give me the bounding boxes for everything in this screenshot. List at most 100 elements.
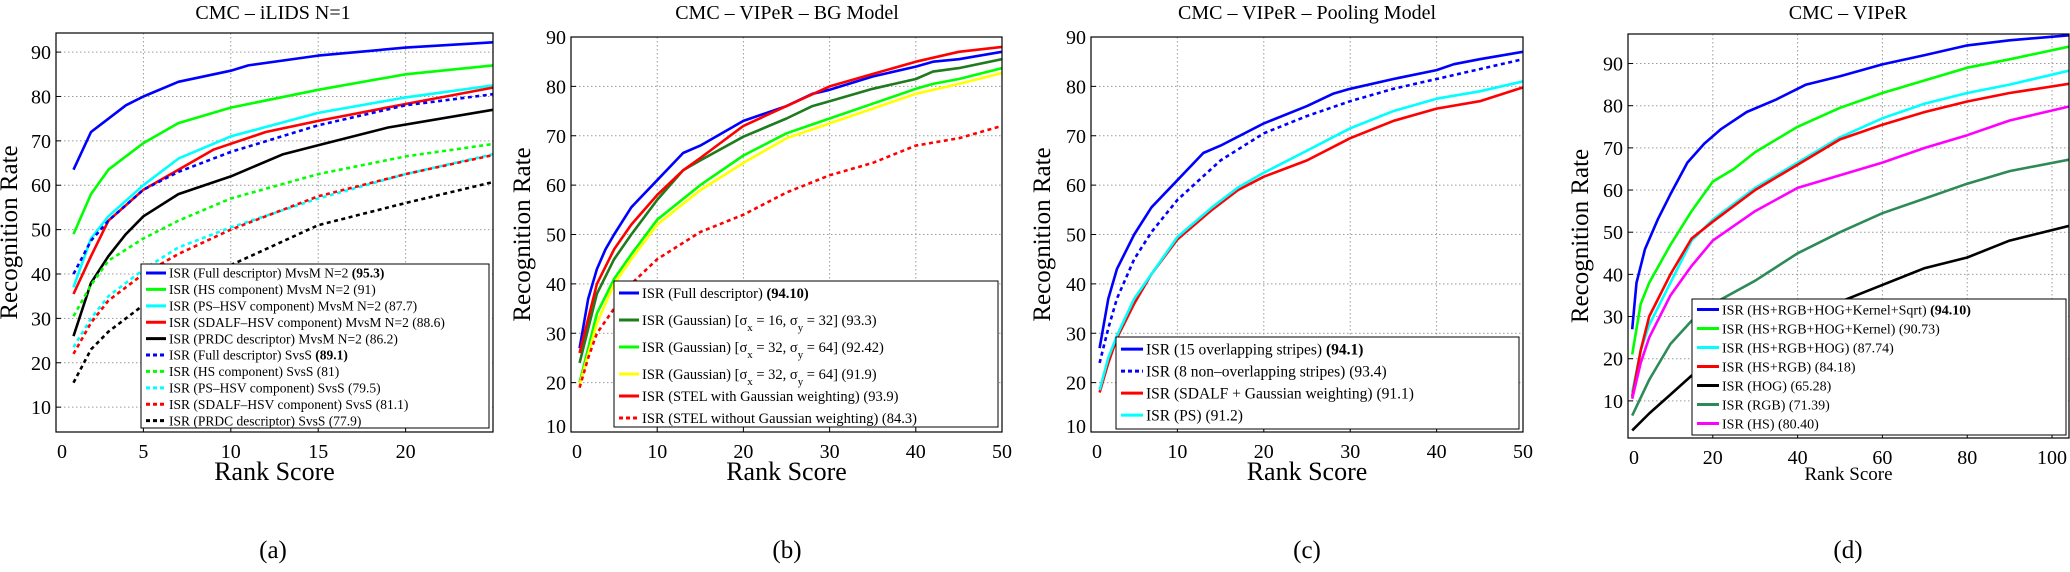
legend-entry: ISR (PS–HSV component) SvsS (79.5) [169, 381, 381, 396]
legend-score: (91.9) [842, 367, 877, 383]
legend-score: (91.2) [1205, 408, 1242, 425]
series-line-6 [72, 142, 493, 317]
legend-text: ISR (Gaussian) [σ [642, 340, 747, 356]
legend-score: (94.1) [1326, 342, 1363, 359]
y-axis-label: Recognition Rate [1567, 149, 1594, 323]
legend-entry: ISR (Gaussian) [σx = 32, σy = 64] (91.9) [642, 367, 877, 388]
legend-score: (88.6) [412, 315, 445, 330]
x-tick-label: 50 [992, 441, 1012, 463]
chart-panel-a: 0 5 10 15 20 10 20 30 40 50 60 70 80 90 CMC – iLIDS N=… [0, 2, 494, 564]
y-tick-label: 70 [1603, 138, 1623, 160]
legend: ISR (Full descriptor) (94.10) ISR (Gaussi… [613, 280, 999, 428]
x-tick-label: 0 [572, 441, 582, 463]
legend-entry: ISR (Full descriptor) MvsM N=2 (95.3) [169, 266, 384, 281]
x-tick-label: 10 [647, 441, 667, 463]
legend-score: (81.1) [376, 397, 409, 412]
y-tick-label: 10 [31, 397, 51, 419]
chart-title: CMC – VIPeR – Pooling Model [1178, 2, 1436, 24]
x-tick-label: 40 [1788, 447, 1808, 469]
series-line-1 [578, 57, 1002, 364]
chart-panel-c: 0 10 20 30 40 50 10 20 30 40 50 60 70 80 90 CMC – VIPeR… [1029, 2, 1533, 564]
y-tick-label: 30 [546, 323, 566, 345]
legend-text: ISR (HS) [1722, 417, 1775, 432]
y-tick-label: 30 [1066, 323, 1086, 345]
legend-score: (81) [317, 364, 340, 379]
legend-text: ISR (HOG) [1722, 379, 1787, 394]
legend-score: (87.7) [385, 299, 418, 314]
legend-text: ISR (HS component) SvsS [169, 364, 313, 379]
legend-text: ISR (HS+RGB) [1722, 360, 1812, 375]
legend-entry: ISR (STEL without Gaussian weighting) (8… [642, 411, 917, 427]
legend-entry: ISR (Gaussian) [σx = 32, σy = 64] (92.42… [642, 340, 884, 361]
legend-score: (87.74) [1853, 341, 1894, 356]
chart-title: CMC – VIPeR – BG Model [675, 2, 899, 24]
chart-panel-d: 0 20 40 60 80 100 10 20 30 40 50 60 70 80 90 CMC – VIPe… [1567, 2, 2070, 564]
legend-subscript: y [798, 322, 804, 334]
legend-text: ISR (Full descriptor) MvsM N=2 [169, 266, 348, 281]
y-tick-label: 40 [1603, 264, 1623, 286]
y-tick-label: 90 [546, 27, 566, 49]
legend-score: (93.9) [863, 389, 898, 405]
legend-text: ISR (PS–HSV component) MvsM N=2 [169, 299, 381, 314]
y-tick-label: 90 [1066, 27, 1086, 49]
x-tick-label: 15 [308, 441, 328, 463]
series-line-2 [578, 66, 1002, 383]
x-tick-label: 20 [396, 441, 416, 463]
legend: ISR (15 overlapping stripes) (94.1)ISR (… [1115, 336, 1520, 430]
legend-entry: ISR (HS component) MvsM N=2 (91) [169, 282, 376, 297]
series-group [578, 45, 1002, 388]
series-line-4 [72, 108, 493, 337]
legend-text: = 32, σ [753, 340, 798, 356]
legend-text: ISR (SDALF + Gaussian weighting) [1146, 386, 1373, 403]
x-tick-label: 0 [57, 441, 67, 463]
legend-box [140, 263, 490, 429]
series-line-5 [72, 92, 493, 275]
y-tick-label: 80 [546, 76, 566, 98]
legend-entry: ISR (HS+RGB) (84.18) [1722, 360, 1856, 375]
x-tick-label: 80 [1957, 447, 1977, 469]
legend-score: (92.42) [842, 340, 884, 356]
x-tick-label: 30 [1340, 441, 1360, 463]
y-tick-label: 30 [1603, 307, 1623, 329]
legend-entry: ISR (HOG) (65.28) [1722, 379, 1832, 394]
legend-score: (71.39) [1789, 398, 1830, 413]
x-tick-label: 30 [820, 441, 840, 463]
legend-score: (89.1) [315, 348, 348, 363]
legend-score: (94.10) [766, 286, 808, 302]
legend-score: (86.2) [365, 331, 398, 346]
axes-frame [1627, 33, 2070, 439]
y-axis-label: Recognition Rate [509, 147, 536, 321]
x-axis-label: Rank Score [1804, 464, 1892, 485]
legend-text: ISR (Gaussian) [σ [642, 367, 747, 383]
legend-entry: ISR (HS) (80.40) [1722, 417, 1819, 432]
y-tick-label: 80 [31, 86, 51, 108]
y-tick-label: 60 [31, 175, 51, 197]
series-group [72, 41, 493, 384]
legend-score: (77.9) [329, 413, 362, 428]
series-line-4 [578, 45, 1002, 354]
x-tick-label: 0 [1629, 447, 1639, 469]
y-tick-label: 40 [1066, 274, 1086, 296]
x-tick-label: 20 [733, 441, 753, 463]
legend-box [1691, 298, 2067, 436]
series-group [1098, 50, 1523, 393]
chart-panel-b: 0 10 20 30 40 50 10 20 30 40 50 60 70 80 90 CMC – VIPeR… [509, 2, 1012, 564]
legend-score: (93.4) [1349, 364, 1386, 381]
legend-entry: ISR (SDALF + Gaussian weighting) (91.1) [1146, 386, 1414, 403]
legend-entry: ISR (PS) (91.2) [1146, 408, 1243, 425]
y-tick-label: 50 [1603, 222, 1623, 244]
y-tick-label: 50 [1066, 225, 1086, 247]
legend-entry: ISR (Full descriptor) (94.10) [642, 286, 809, 302]
x-tick-label: 60 [1872, 447, 1892, 469]
panel-caption: (a) [259, 537, 287, 564]
legend-entry: ISR (RGB) (71.39) [1722, 398, 1830, 413]
series-line-0 [1098, 50, 1523, 349]
y-tick-label: 90 [31, 42, 51, 64]
y-tick-label: 20 [546, 373, 566, 395]
y-tick-label: 30 [31, 308, 51, 330]
legend: ISR (Full descriptor) MvsM N=2 (95.3)ISR… [140, 263, 490, 429]
legend-score: (95.3) [352, 266, 385, 281]
y-axis-label: Recognition Rate [1029, 147, 1056, 321]
series-line-7 [72, 152, 493, 348]
series-group [1630, 34, 2069, 432]
